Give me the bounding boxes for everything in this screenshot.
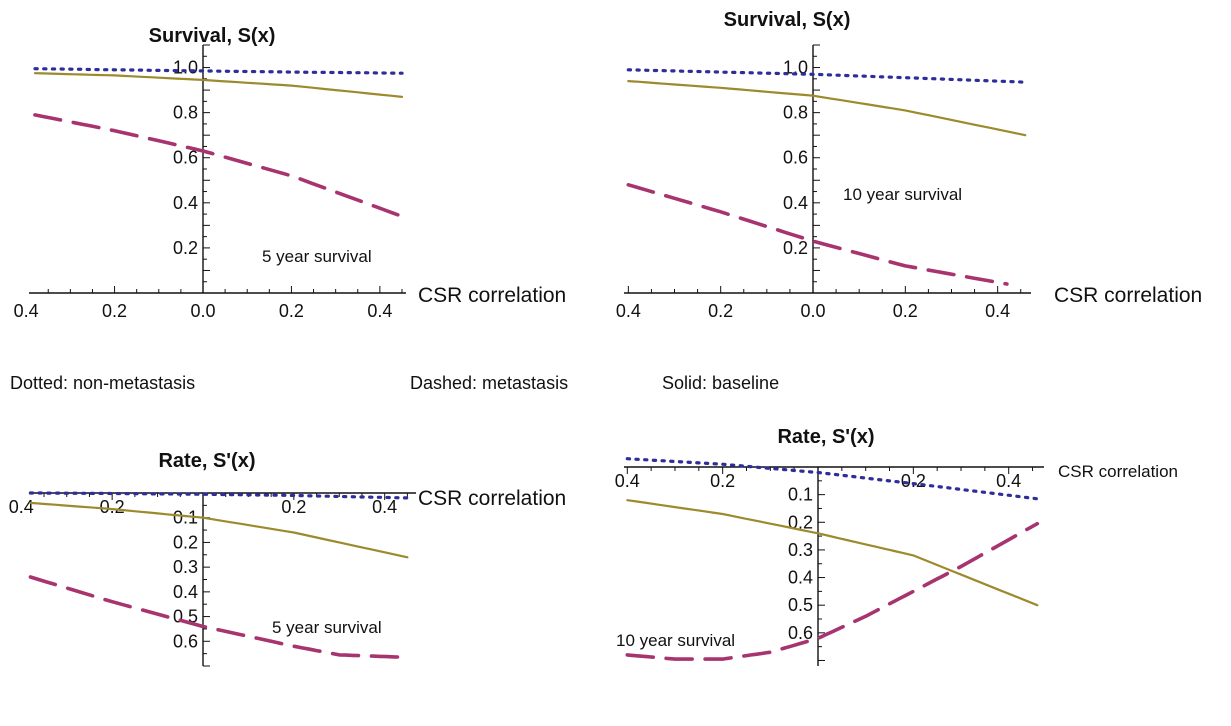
survival-10-year-panel: Survival, S(x) CSR correlation 10 year s… [616, 9, 1202, 321]
x-tick-label: 0.2 [901, 471, 926, 491]
y-tick-label: 0.1 [788, 485, 813, 505]
x-tick-label: 0.4 [367, 301, 392, 321]
y-tick-label: 0.3 [788, 540, 813, 560]
x-axis-label: CSR correlation [418, 487, 566, 510]
y-tick-label: 0.6 [173, 148, 198, 168]
series-dotted-line [28, 491, 409, 500]
x-tick-label: 0.2 [893, 301, 918, 321]
x-tick-label: 0.4 [14, 301, 39, 321]
y-tick-label: 0.1 [173, 508, 198, 528]
y-tick-label: 0.2 [783, 238, 808, 258]
x-tick-label: 0.4 [616, 301, 641, 321]
y-tick-label: 0.8 [173, 103, 198, 123]
x-tick-label: 0.4 [985, 301, 1010, 321]
series-solid-line [33, 72, 404, 99]
panel-title: Survival, S(x) [149, 25, 276, 47]
x-tick-label: 0.2 [102, 301, 127, 321]
y-tick-label: 1.0 [783, 58, 808, 78]
rate-5-year-panel: Rate, S'(x) CSR correlation 5 year survi… [9, 450, 566, 667]
series-dashed-line [33, 113, 404, 219]
series-dotted-line [33, 67, 404, 75]
x-tick-label: 0.2 [279, 301, 304, 321]
x-tick-label: 0.4 [372, 497, 397, 517]
series-dotted-line [625, 457, 1039, 501]
panel-annotation: 10 year survival [843, 185, 962, 204]
y-tick-label: 0.4 [173, 193, 198, 213]
x-tick-label: 0.4 [996, 471, 1021, 491]
x-tick-label: 0.4 [615, 471, 640, 491]
panel-annotation: 10 year survival [616, 631, 735, 650]
legend: Dotted: non-metastasis Dashed: metastasi… [10, 373, 779, 393]
x-tick-label: 0.2 [710, 471, 735, 491]
y-tick-label: 0.2 [173, 532, 198, 552]
x-axis-label: CSR correlation [1058, 462, 1178, 481]
x-tick-label: 0.2 [100, 497, 125, 517]
y-tick-label: 0.6 [173, 631, 198, 651]
x-tick-label: 0.4 [9, 497, 34, 517]
x-axis-label: CSR correlation [418, 284, 566, 307]
legend-dotted: Dotted: non-metastasis [10, 373, 195, 393]
x-tick-label: 0.0 [800, 301, 825, 321]
survival-5-year-panel: Survival, S(x) CSR correlation 5 year su… [14, 25, 567, 321]
y-tick-label: 0.5 [788, 595, 813, 615]
y-tick-label: 0.4 [173, 582, 198, 602]
y-tick-label: 0.3 [173, 557, 198, 577]
y-tick-label: 1.0 [173, 58, 198, 78]
series-dashed-line [28, 575, 410, 660]
y-tick-label: 0.2 [173, 238, 198, 258]
panel-title: Rate, S'(x) [777, 426, 874, 448]
y-tick-label: 0.6 [788, 623, 813, 643]
legend-solid: Solid: baseline [662, 373, 779, 393]
series-dotted-line [626, 68, 1027, 84]
panel-title: Rate, S'(x) [158, 450, 255, 472]
series-dashed-line [625, 521, 1040, 661]
series-solid-line [626, 499, 1039, 607]
panel-annotation: 5 year survival [272, 618, 382, 637]
x-tick-label: 0.2 [708, 301, 733, 321]
y-tick-label: 0.4 [788, 568, 813, 588]
series-solid-line [29, 501, 409, 559]
panel-title: Survival, S(x) [724, 9, 851, 31]
y-tick-label: 0.4 [783, 193, 808, 213]
x-axis-label: CSR correlation [1054, 284, 1202, 307]
x-tick-label: 0.0 [190, 301, 215, 321]
series-dashed-line [626, 183, 1009, 286]
panel-annotation: 5 year survival [262, 247, 372, 266]
series-solid-line [627, 79, 1027, 137]
y-tick-label: 0.8 [783, 103, 808, 123]
rate-10-year-panel: Rate, S'(x) CSR correlation 10 year surv… [615, 426, 1178, 666]
x-tick-label: 0.2 [281, 497, 306, 517]
y-tick-label: 0.6 [783, 148, 808, 168]
legend-dashed: Dashed: metastasis [410, 373, 568, 393]
y-tick-label: 0.2 [788, 512, 813, 532]
